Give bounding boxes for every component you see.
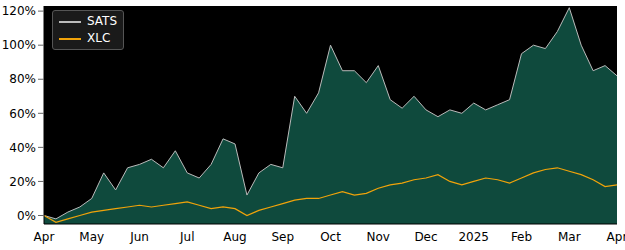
svg-text:Feb: Feb [511,230,532,244]
svg-text:May: May [79,230,104,244]
svg-text:20%: 20% [9,175,36,189]
svg-text:Apr: Apr [607,230,617,244]
svg-text:Oct: Oct [320,230,341,244]
svg-text:120%: 120% [8,4,36,18]
svg-text:Jul: Jul [179,230,194,244]
svg-text:0%: 0% [17,209,36,223]
html-text:SATS: SATS [87,14,118,28]
svg-text:100%: 100% [8,38,36,52]
svg-text:Aug: Aug [223,230,246,244]
svg-text:Jun: Jun [129,230,149,244]
svg-text:Nov: Nov [367,230,390,244]
svg-text:80%: 80% [9,72,36,86]
svg-text:60%: 60% [9,107,36,121]
svg-text:Sep: Sep [271,230,294,244]
svg-text:Apr: Apr [34,230,55,244]
svg-text:40%: 40% [9,141,36,155]
html-text:XLC: XLC [87,31,111,45]
svg-text:Mar: Mar [558,230,581,244]
svg-text:Dec: Dec [414,230,437,244]
svg-text:2025: 2025 [458,230,489,244]
